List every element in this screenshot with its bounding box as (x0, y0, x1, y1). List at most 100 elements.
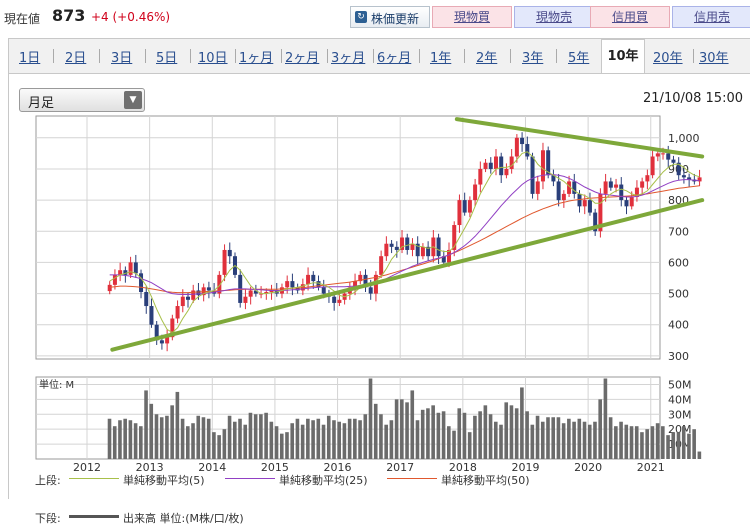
volume-bar (467, 432, 472, 459)
tab-10y[interactable]: 10年 (601, 39, 645, 73)
interval-select[interactable]: 月足 ▼ (19, 88, 145, 112)
volume-bar (426, 408, 430, 459)
price-tick-label: 500 (668, 288, 689, 301)
candle-body (217, 274, 222, 294)
candle-body (222, 249, 227, 275)
chart-container: 1日 2日 3日 5日 10日 1ヶ月 2ヶ月 3ヶ月 6ヶ月 1年 2年 3年… (8, 38, 750, 525)
candle-body (655, 153, 660, 157)
candle-body (112, 274, 117, 285)
tab-separator (510, 49, 511, 63)
legend-lower-row: 下段: 出来高 単位:(M株/口/枚) (35, 510, 675, 525)
volume-bar (619, 421, 623, 459)
tab-1y[interactable]: 1年 (430, 51, 452, 66)
volume-bar (154, 414, 159, 459)
volume-bar (629, 426, 634, 459)
interval-select-value: 月足 (28, 96, 55, 111)
candle-body (546, 150, 551, 176)
x-tick-label: 2018 (449, 461, 477, 474)
legend-upper-row: 上段: 単純移動平均(5) 単純移動平均(25) 単純移動平均(50) (35, 472, 675, 487)
volume-bar (259, 414, 263, 459)
legend-ma25-label: 単純移動平均(25) (279, 474, 368, 487)
volume-bar (394, 399, 399, 459)
margin-buy-button[interactable]: 信用買 (590, 6, 670, 28)
tab-separator (693, 49, 694, 63)
tab-3y[interactable]: 3年 (522, 51, 544, 66)
tab-10d[interactable]: 10日 (198, 51, 228, 66)
candle-body (253, 290, 258, 294)
volume-bar (410, 390, 415, 459)
candle-body (447, 249, 452, 263)
cash-sell-button[interactable]: 現物売 (514, 6, 594, 28)
tab-5d[interactable]: 5日 (156, 51, 178, 66)
volume-bar (232, 421, 237, 459)
legend-upper-label: 上段: (35, 474, 61, 487)
tab-separator (235, 49, 236, 63)
volume-bar (118, 420, 122, 459)
volume-bar (608, 417, 613, 459)
volume-bar (441, 411, 446, 459)
tab-separator (53, 49, 54, 63)
volume-bar (269, 421, 274, 459)
candle-body (379, 256, 384, 275)
legend-ma25-swatch (225, 478, 275, 479)
volume-bar (561, 423, 566, 459)
volume-bar (697, 451, 702, 459)
tab-20y[interactable]: 20年 (653, 51, 683, 66)
volume-bar (212, 432, 216, 459)
candle-body (697, 177, 702, 182)
volume-bar (483, 405, 488, 459)
tab-2y[interactable]: 2年 (476, 51, 498, 66)
volume-bar (640, 432, 644, 459)
volume-bar (306, 418, 310, 459)
margin-sell-button[interactable]: 信用売 (672, 6, 750, 28)
volume-bar (525, 411, 529, 459)
candle-body (290, 281, 295, 288)
tab-5y[interactable]: 5年 (568, 51, 590, 66)
volume-bar (368, 378, 373, 459)
cash-buy-button[interactable]: 現物買 (432, 6, 512, 28)
tab-30y[interactable]: 30年 (699, 51, 729, 66)
candle-body (196, 290, 201, 296)
volume-bar (681, 426, 686, 459)
quote-header: 現在値 873 +4 (+0.46%) ↻ 株価更新 現物買 現物売 信用買 信… (0, 0, 750, 34)
candle-body (400, 237, 405, 250)
candle-body (509, 156, 514, 169)
volume-bar (567, 418, 571, 459)
tab-3d[interactable]: 3日 (111, 51, 133, 66)
volume-bar (165, 415, 169, 459)
candle-body (337, 299, 342, 303)
volume-bar (598, 399, 602, 459)
volume-bar (373, 403, 378, 459)
candle-body (587, 200, 592, 213)
tab-2d[interactable]: 2日 (65, 51, 87, 66)
price-plot-area (35, 115, 661, 360)
candle-body (118, 270, 123, 275)
tab-1d[interactable]: 1日 (19, 51, 41, 66)
candle-body (368, 287, 373, 294)
candle-body (353, 281, 358, 288)
candle-body (316, 281, 321, 288)
candle-body (462, 200, 467, 213)
candle-body (426, 246, 431, 257)
candle-body (661, 153, 666, 155)
candle-body (556, 181, 561, 201)
tab-3m[interactable]: 3ヶ月 (331, 51, 366, 66)
tab-1m[interactable]: 1ヶ月 (239, 51, 274, 66)
refresh-quote-button[interactable]: ↻ 株価更新 (350, 6, 430, 28)
x-tick-label: 2017 (386, 461, 414, 474)
tab-2m[interactable]: 2ヶ月 (285, 51, 320, 66)
candle-body (676, 162, 681, 176)
candle-body (473, 184, 478, 201)
candle-body (598, 193, 603, 232)
tab-6m[interactable]: 6ヶ月 (377, 51, 412, 66)
volume-bar (191, 423, 195, 459)
x-tick-label: 2013 (136, 461, 164, 474)
volume-bar (400, 399, 404, 459)
candle-body (227, 249, 232, 257)
volume-bar (582, 421, 587, 459)
current-price: 873 (52, 6, 86, 25)
volume-bar (415, 420, 420, 459)
ma5-line (109, 151, 700, 334)
candle-body (530, 156, 535, 194)
tab-separator (464, 49, 465, 63)
